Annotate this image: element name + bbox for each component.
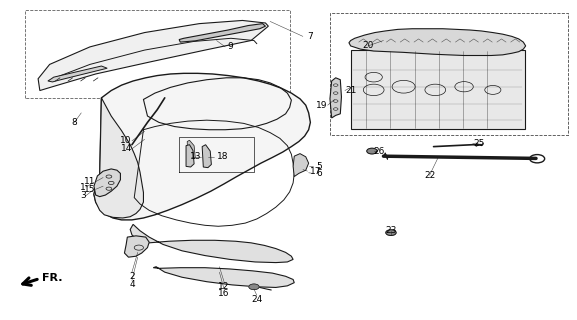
Text: 12: 12: [218, 282, 230, 291]
Text: 6: 6: [316, 169, 322, 178]
Text: 19: 19: [316, 101, 328, 110]
Polygon shape: [125, 236, 149, 257]
Text: 8: 8: [72, 118, 77, 127]
Text: 10: 10: [121, 136, 132, 145]
Polygon shape: [94, 169, 121, 197]
Polygon shape: [130, 224, 293, 263]
Circle shape: [367, 148, 377, 154]
Text: 23: 23: [385, 226, 396, 235]
Text: 5: 5: [316, 162, 322, 171]
Circle shape: [249, 284, 259, 290]
Polygon shape: [94, 73, 310, 220]
Text: 26: 26: [374, 147, 385, 156]
Circle shape: [386, 230, 396, 236]
Text: 4: 4: [129, 280, 135, 289]
Polygon shape: [330, 78, 342, 118]
Text: 18: 18: [216, 152, 228, 161]
Text: 11: 11: [84, 177, 96, 186]
Text: 16: 16: [218, 289, 230, 298]
Text: 2: 2: [129, 272, 135, 281]
Text: 20: 20: [362, 41, 374, 51]
FancyBboxPatch shape: [351, 50, 524, 129]
Text: 7: 7: [308, 32, 313, 41]
Text: 25: 25: [474, 139, 485, 148]
Text: FR.: FR.: [42, 273, 63, 283]
Text: 15: 15: [84, 185, 96, 194]
Text: 24: 24: [251, 295, 263, 304]
Polygon shape: [187, 140, 195, 161]
Polygon shape: [153, 267, 294, 287]
Text: 14: 14: [121, 144, 132, 153]
Text: 21: 21: [345, 86, 356, 95]
Polygon shape: [38, 20, 268, 91]
Text: 1: 1: [80, 183, 86, 192]
Text: 22: 22: [424, 171, 435, 180]
Polygon shape: [202, 145, 211, 168]
Polygon shape: [186, 145, 194, 167]
Text: 3: 3: [80, 191, 86, 200]
Polygon shape: [179, 24, 265, 42]
Polygon shape: [48, 66, 107, 82]
Polygon shape: [94, 98, 144, 218]
Text: 13: 13: [189, 152, 201, 161]
Text: 9: 9: [227, 42, 233, 52]
Polygon shape: [293, 154, 309, 177]
Polygon shape: [349, 29, 526, 55]
Text: 17: 17: [310, 167, 321, 176]
